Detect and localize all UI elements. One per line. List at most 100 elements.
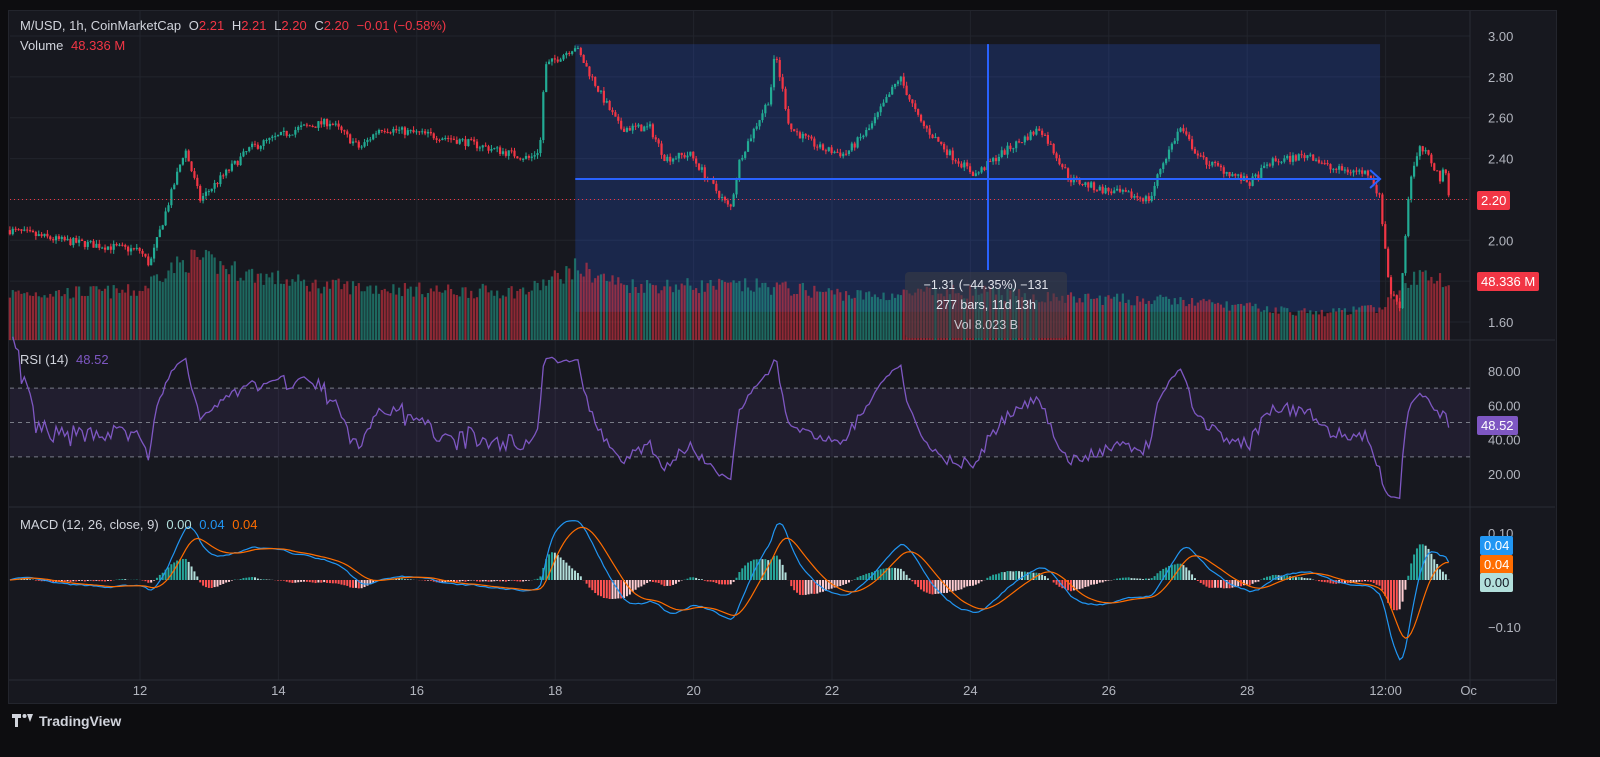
signal-line [9,526,1449,639]
volume-bar [893,297,897,340]
volume-bar [103,288,107,340]
volume-bar [752,291,755,340]
chart-frame[interactable] [8,10,1557,704]
macd-histogram-bar [354,580,357,588]
volume-bar [1156,296,1159,340]
volume-bar [1084,293,1087,340]
candle-body [547,61,551,65]
volume-bar [1237,304,1240,340]
volume-bar [346,281,349,340]
volume-bar [239,277,242,340]
candle-body [533,155,536,157]
volume-bar [1101,304,1104,340]
candle-body [885,97,888,103]
volume-bar [1384,307,1387,340]
volume-bar [761,282,764,340]
macd-histogram-bar [279,580,282,581]
volume-bar [651,284,654,340]
macd-histogram-bar [966,580,969,587]
macd-histogram-bar [1381,580,1384,591]
macd-histogram-bar [1116,578,1119,580]
volume-bar [1113,296,1116,340]
macd-histogram-bar [1142,579,1145,580]
volume-bar [576,270,580,340]
candle-body [1401,273,1404,309]
candle-body [1421,146,1424,152]
macd-histogram-bar [571,568,574,580]
macd-histogram-bar [732,580,735,582]
candle-body [317,121,320,128]
candle-body [646,126,649,128]
macd-histogram-bar [245,577,248,580]
measure-tooltip: −1.31 (−44.35%) −131 277 bars, 11d 13h V… [905,272,1067,338]
candle-body [732,194,735,207]
volume-bar [689,285,692,340]
candle-body [369,139,372,141]
macd-histogram-bar [1251,580,1254,584]
candle-body [1095,190,1099,192]
candle-body [1363,170,1367,174]
candle-body [1257,174,1260,179]
volume-bar [530,290,533,340]
candle-body [844,153,848,155]
candle-body [1317,159,1321,163]
candle-body [914,103,917,110]
macd-histogram-bar [181,558,184,580]
macd-histogram-bar [951,580,954,592]
candle-body [135,247,138,249]
volume-bar [510,286,513,340]
candle-body [692,151,695,159]
macd-histogram-bar [1067,580,1070,591]
candle-body [850,143,853,151]
volume-bar [60,296,63,340]
macd-histogram-bar [63,580,66,582]
macd-histogram-bar [698,579,701,580]
candle-body [478,147,481,149]
candle-body [360,146,363,148]
volume-bar [1150,304,1153,340]
candle-body [770,87,773,105]
volume-bar [1317,314,1321,340]
macd-histogram-bar [709,580,712,582]
candle-body [1314,159,1318,161]
volume-bar [833,294,836,340]
candle-body [648,124,652,127]
macd-histogram-bar [323,580,326,583]
candle-body [449,138,453,140]
macd-histogram-bar [470,580,473,581]
macd-histogram-bar [409,579,412,580]
volume-bar [1176,304,1179,340]
volume-bar [455,294,458,340]
rsi-value-tag: 48.52 [1477,416,1518,435]
volume-bar [770,294,773,340]
candle-body [519,158,522,160]
volume-bar [1340,310,1344,340]
candle-body [873,117,877,124]
macd-histogram-bar [735,577,738,580]
macd-histogram-bar [833,580,836,588]
volume-bar [328,288,332,340]
macd-histogram-bar [141,580,144,581]
volume-bar [268,277,271,340]
volume-bar [1430,276,1433,340]
candle-body [1130,191,1133,198]
volume-bar [233,261,236,340]
volume-bar [132,290,135,340]
macd-histogram-bar [651,580,654,583]
candle-body [611,110,614,113]
candle-body [591,76,594,78]
macd-histogram-bar [1133,578,1136,580]
high-value: 2.21 [241,18,267,33]
candle-body [1280,161,1283,163]
candle-body [945,149,949,155]
volume-bar [539,290,542,340]
candle-body [1306,155,1309,158]
candle-body [1121,190,1124,192]
tradingview-logo[interactable]: TradingView [12,713,121,729]
macd-histogram-bar [1055,580,1058,585]
candle-body [968,166,972,172]
candle-body [187,150,190,162]
candle-body [1381,194,1384,225]
volume-bar [628,292,631,340]
